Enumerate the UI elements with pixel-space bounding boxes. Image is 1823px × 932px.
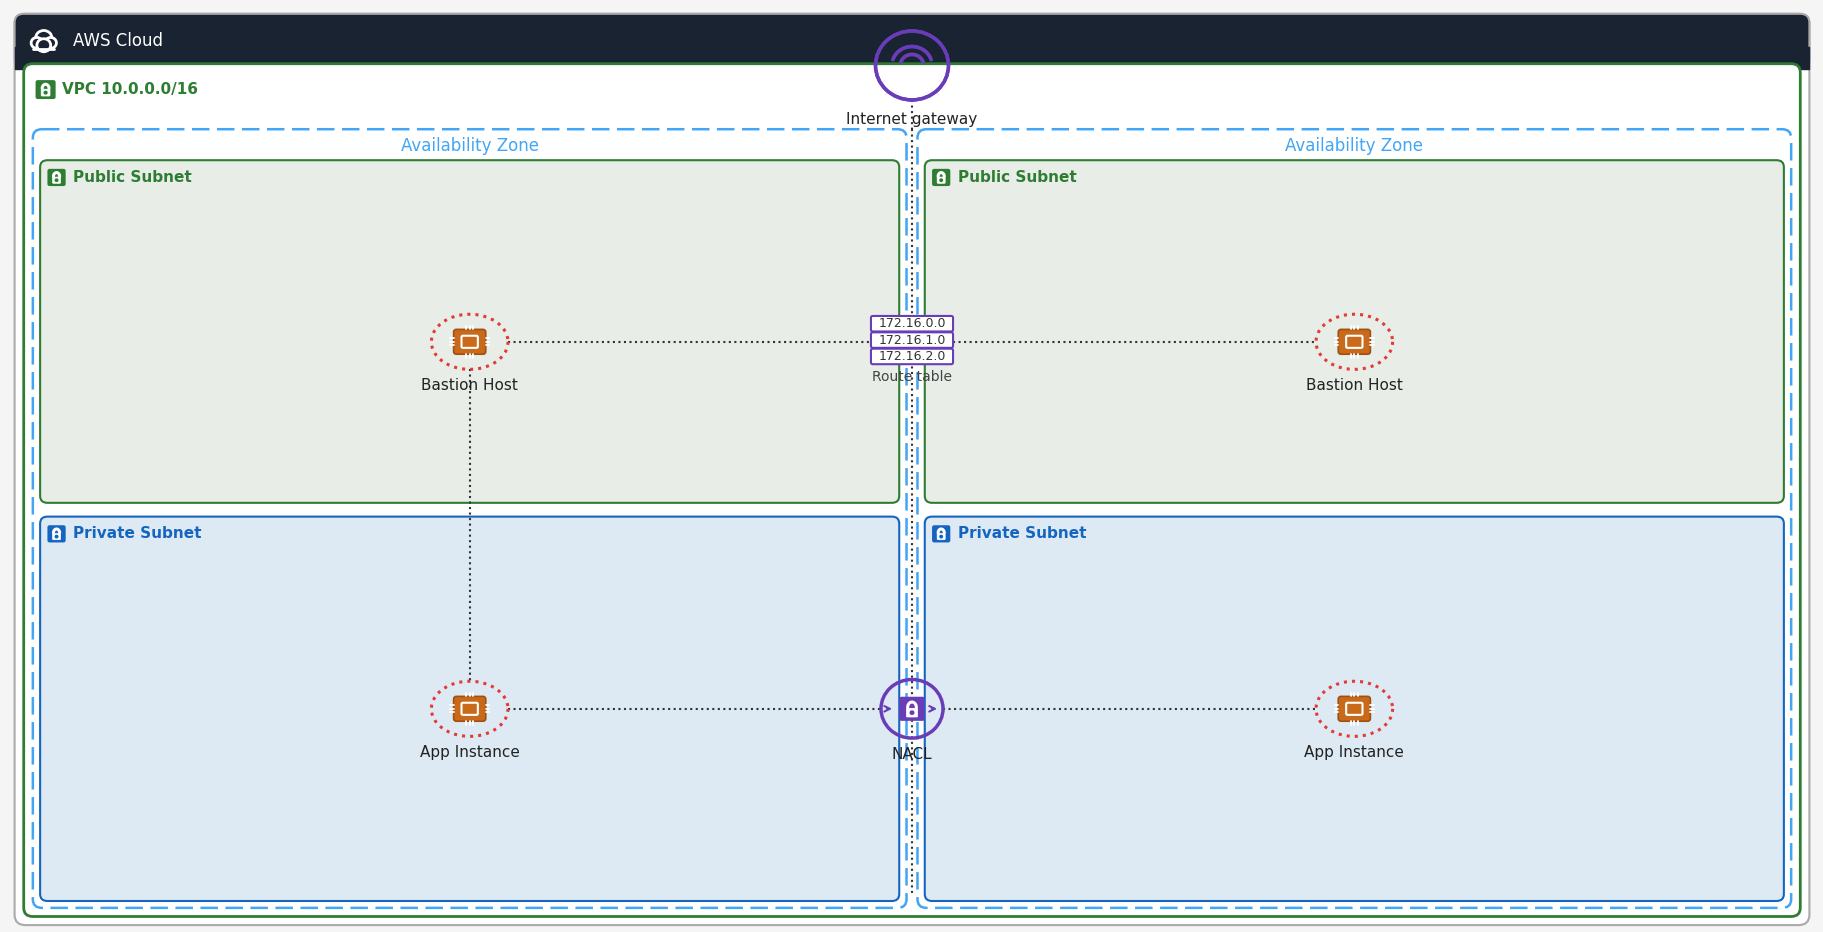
FancyBboxPatch shape bbox=[454, 696, 485, 721]
Text: Route table: Route table bbox=[871, 370, 952, 384]
Circle shape bbox=[939, 535, 942, 538]
FancyBboxPatch shape bbox=[871, 316, 952, 332]
FancyBboxPatch shape bbox=[53, 533, 60, 540]
FancyBboxPatch shape bbox=[15, 14, 1808, 925]
FancyBboxPatch shape bbox=[932, 526, 950, 542]
Text: App Instance: App Instance bbox=[419, 745, 520, 760]
Text: Public Subnet: Public Subnet bbox=[957, 170, 1076, 185]
FancyBboxPatch shape bbox=[35, 80, 55, 99]
Circle shape bbox=[55, 179, 58, 182]
FancyBboxPatch shape bbox=[932, 169, 950, 186]
Circle shape bbox=[31, 37, 42, 48]
Circle shape bbox=[44, 91, 47, 94]
Text: Private Subnet: Private Subnet bbox=[957, 527, 1085, 541]
FancyBboxPatch shape bbox=[42, 89, 49, 96]
FancyBboxPatch shape bbox=[15, 14, 1808, 69]
Circle shape bbox=[910, 711, 913, 714]
Text: Internet gateway: Internet gateway bbox=[846, 112, 977, 127]
FancyBboxPatch shape bbox=[454, 329, 485, 354]
FancyBboxPatch shape bbox=[899, 697, 924, 720]
Text: 172.16.0.0: 172.16.0.0 bbox=[877, 317, 946, 330]
Circle shape bbox=[36, 39, 51, 52]
FancyBboxPatch shape bbox=[937, 177, 944, 184]
Text: VPC 10.0.0.0/16: VPC 10.0.0.0/16 bbox=[62, 82, 199, 97]
FancyBboxPatch shape bbox=[924, 160, 1783, 503]
Circle shape bbox=[939, 179, 942, 182]
FancyBboxPatch shape bbox=[871, 333, 952, 348]
FancyBboxPatch shape bbox=[40, 160, 899, 503]
FancyBboxPatch shape bbox=[40, 516, 899, 901]
FancyBboxPatch shape bbox=[871, 349, 952, 364]
Text: Public Subnet: Public Subnet bbox=[73, 170, 191, 185]
Text: NACL: NACL bbox=[891, 747, 932, 761]
FancyBboxPatch shape bbox=[1338, 696, 1369, 721]
FancyBboxPatch shape bbox=[1338, 329, 1369, 354]
Circle shape bbox=[36, 31, 51, 46]
Text: Availability Zone: Availability Zone bbox=[1285, 137, 1422, 156]
FancyBboxPatch shape bbox=[924, 516, 1783, 901]
FancyBboxPatch shape bbox=[937, 533, 944, 540]
Text: Private Subnet: Private Subnet bbox=[73, 527, 201, 541]
FancyBboxPatch shape bbox=[24, 63, 1799, 916]
FancyBboxPatch shape bbox=[53, 177, 60, 184]
Text: 172.16.2.0: 172.16.2.0 bbox=[879, 350, 944, 363]
Text: 172.16.1.0: 172.16.1.0 bbox=[879, 334, 944, 347]
Text: Bastion Host: Bastion Host bbox=[421, 378, 518, 393]
FancyBboxPatch shape bbox=[47, 169, 66, 186]
Text: Bastion Host: Bastion Host bbox=[1305, 378, 1402, 393]
Circle shape bbox=[46, 37, 57, 48]
Text: App Instance: App Instance bbox=[1303, 745, 1404, 760]
Text: Availability Zone: Availability Zone bbox=[401, 137, 538, 156]
FancyBboxPatch shape bbox=[47, 526, 66, 542]
Text: AWS Cloud: AWS Cloud bbox=[73, 33, 162, 50]
Circle shape bbox=[55, 535, 58, 538]
FancyBboxPatch shape bbox=[906, 708, 917, 717]
